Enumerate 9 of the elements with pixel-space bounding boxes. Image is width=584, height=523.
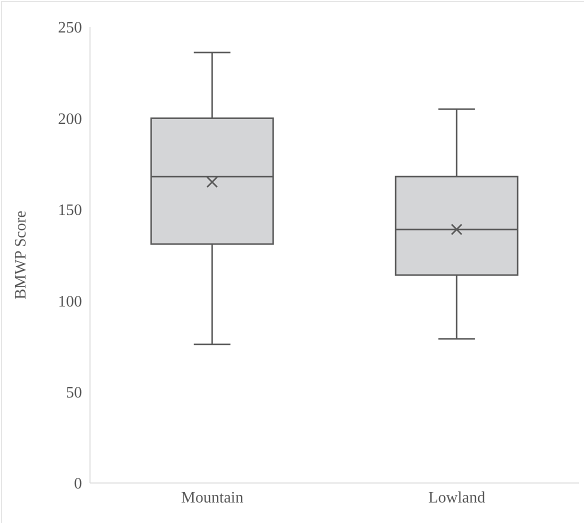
x-tick-label: Lowland	[428, 489, 486, 506]
x-tick-label: Mountain	[181, 489, 244, 506]
y-axis-title: BMWP Score	[12, 210, 30, 300]
y-tick-label: 250	[58, 20, 82, 37]
y-tick-label: 50	[66, 384, 82, 402]
y-tick-label: 200	[58, 110, 82, 128]
y-tick-label: 150	[58, 202, 82, 220]
y-tick-label: 0	[74, 476, 82, 493]
y-tick-label: 100	[58, 293, 82, 310]
